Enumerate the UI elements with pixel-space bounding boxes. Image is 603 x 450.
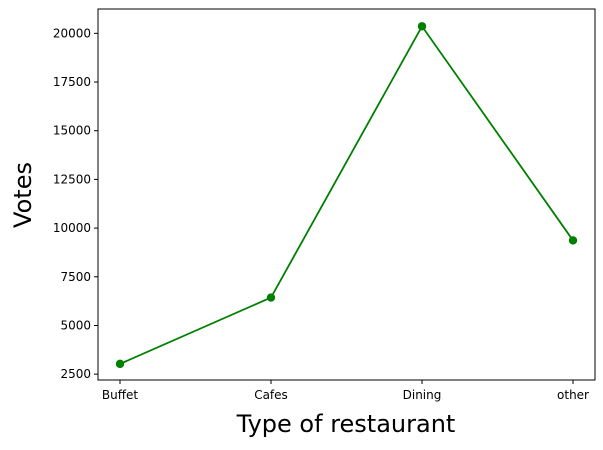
y-tick-label: 2500 xyxy=(60,367,91,381)
y-tick-label: 15000 xyxy=(53,124,91,138)
data-point-dining xyxy=(417,22,427,31)
x-tick-label: Dining xyxy=(403,388,442,402)
data-point-cafes xyxy=(266,293,276,302)
series-layer xyxy=(115,22,578,369)
x-tick-label: other xyxy=(557,388,589,402)
y-tick-label: 5000 xyxy=(60,318,91,332)
y-tick-label: 12500 xyxy=(53,172,91,186)
data-point-other xyxy=(568,236,578,245)
y-axis: 2500 5000 7500 10000 12500 15000 17500 20000 xyxy=(53,26,98,381)
x-tick-label: Cafes xyxy=(254,388,288,402)
y-tick-label: 20000 xyxy=(53,26,91,40)
y-tick-label: 10000 xyxy=(53,221,91,235)
plot-frame xyxy=(97,8,596,381)
y-axis-title: Votes xyxy=(9,162,37,228)
data-point-buffet xyxy=(115,359,125,369)
x-axis-title: Type of restaurant xyxy=(236,410,456,438)
y-tick-label: 17500 xyxy=(53,75,91,89)
y-tick-label: 7500 xyxy=(60,270,91,284)
series-line xyxy=(119,24,574,365)
x-tick-label: Buffet xyxy=(102,388,138,402)
x-axis: Buffet Cafes Dining other xyxy=(102,380,589,402)
plot-area xyxy=(97,8,596,381)
